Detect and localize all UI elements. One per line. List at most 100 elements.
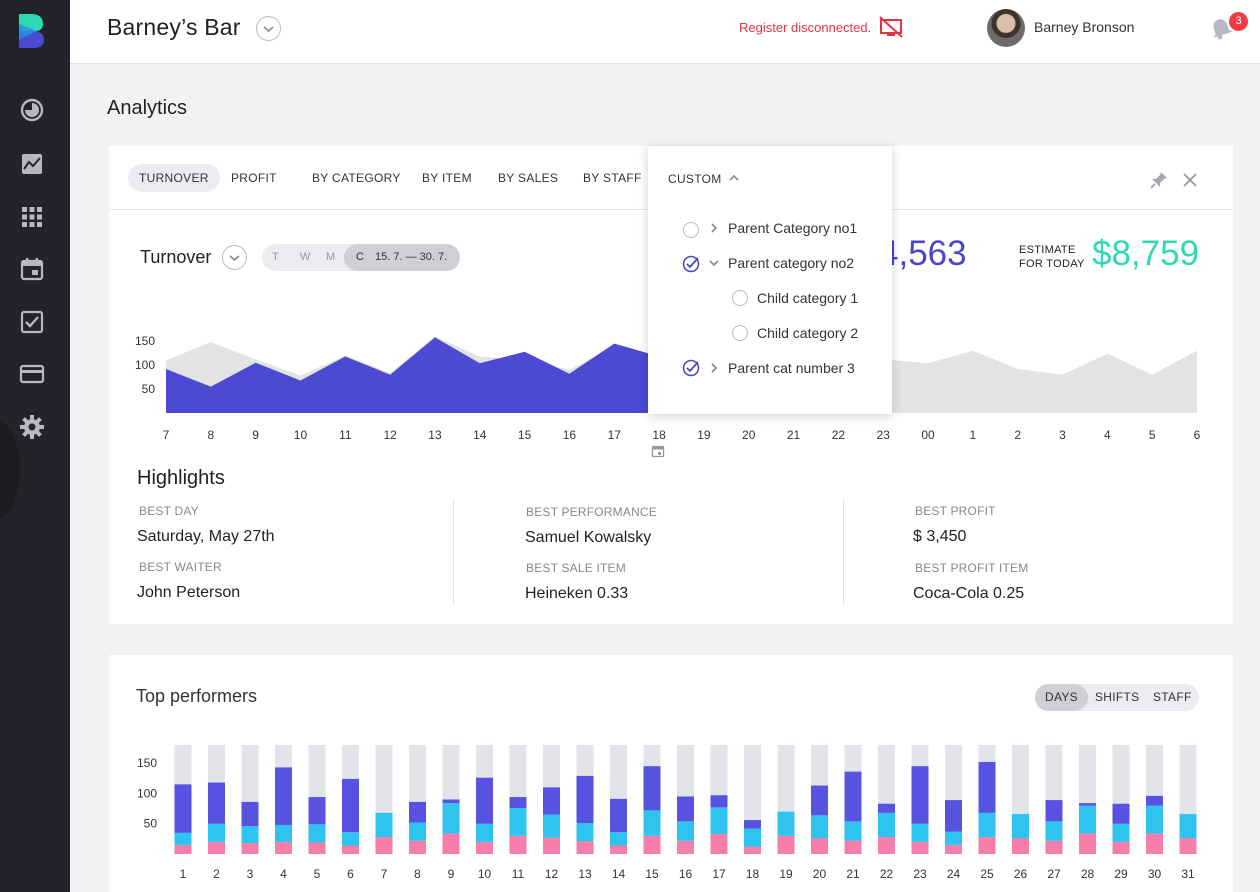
segment-staff[interactable]: STAFF — [1153, 690, 1192, 704]
bar-segment[interactable] — [576, 775, 594, 824]
bar-segment[interactable] — [174, 832, 192, 845]
bar-segment[interactable] — [744, 846, 761, 854]
user-avatar[interactable] — [987, 9, 1025, 47]
bar-segment[interactable] — [878, 803, 895, 813]
bar-segment[interactable] — [978, 837, 996, 854]
bar-segment[interactable] — [1146, 805, 1163, 834]
bar-segment[interactable] — [208, 823, 225, 842]
period-today[interactable]: T — [272, 251, 279, 263]
bar-segment[interactable] — [811, 785, 828, 816]
bar-segment[interactable] — [811, 815, 828, 839]
tab-custom[interactable]: CUSTOM — [668, 172, 740, 186]
bar-segment[interactable] — [710, 807, 728, 835]
notification-bell-icon[interactable] — [1210, 16, 1232, 40]
bar-segment[interactable] — [1112, 803, 1130, 824]
bar-segment[interactable] — [442, 833, 460, 854]
bar-segment[interactable] — [945, 844, 962, 854]
bar-segment[interactable] — [409, 822, 426, 841]
tab-by-sales[interactable]: BY SALES — [498, 171, 559, 185]
bar-segment[interactable] — [174, 784, 192, 833]
bar-segment[interactable] — [878, 837, 895, 854]
bar-segment[interactable] — [509, 807, 527, 836]
period-custom-range[interactable]: C 15. 7. — 30. 7. — [344, 244, 460, 271]
bar-segment[interactable] — [744, 820, 761, 829]
bar-segment[interactable] — [241, 826, 259, 844]
bar-segment[interactable] — [744, 828, 761, 847]
bar-segment[interactable] — [844, 840, 862, 854]
bar-segment[interactable] — [844, 771, 862, 822]
bar-segment[interactable] — [1012, 814, 1029, 839]
bar-segment[interactable] — [677, 840, 694, 854]
bar-segment[interactable] — [509, 797, 527, 808]
bar-segment[interactable] — [643, 810, 661, 836]
tab-profit[interactable]: PROFIT — [231, 171, 277, 185]
bar-segment[interactable] — [777, 811, 795, 836]
bar-segment[interactable] — [442, 803, 460, 834]
bar-segment[interactable] — [677, 796, 694, 822]
bar-segment[interactable] — [878, 812, 895, 838]
option-parent-cat-3[interactable]: Parent cat number 3 — [728, 360, 855, 376]
bar-segment[interactable] — [1179, 814, 1197, 839]
period-week[interactable]: W — [300, 251, 311, 263]
bar-segment[interactable] — [308, 842, 326, 854]
bar-segment[interactable] — [442, 799, 460, 804]
bar-segment[interactable] — [576, 841, 594, 854]
period-month[interactable]: M — [326, 251, 336, 263]
bar-segment[interactable] — [543, 837, 560, 854]
grid-icon[interactable] — [19, 204, 45, 230]
bar-segment[interactable] — [710, 834, 728, 854]
card-icon[interactable] — [19, 361, 45, 387]
bar-segment[interactable] — [543, 787, 560, 815]
bar-segment[interactable] — [1045, 840, 1063, 854]
bar-segment[interactable] — [911, 766, 929, 824]
option-child-category-2[interactable]: Child category 2 — [757, 325, 859, 341]
chevron-right-icon[interactable] — [708, 222, 720, 234]
bar-segment[interactable] — [1045, 800, 1063, 822]
calendar-small-icon[interactable] — [651, 444, 665, 458]
checked-circle-icon[interactable] — [682, 255, 700, 273]
bar-segment[interactable] — [174, 844, 192, 854]
bar-segment[interactable] — [208, 841, 225, 854]
tab-by-category[interactable]: BY CATEGORY — [312, 171, 401, 185]
chevron-down-icon[interactable] — [708, 257, 720, 269]
bar-segment[interactable] — [1079, 805, 1096, 834]
bar-segment[interactable] — [677, 821, 694, 841]
dashboard-icon[interactable] — [19, 97, 45, 123]
bar-segment[interactable] — [610, 832, 627, 846]
bar-segment[interactable] — [610, 845, 627, 854]
bar-segment[interactable] — [275, 824, 292, 842]
option-radio[interactable] — [732, 290, 748, 306]
segment-days[interactable]: DAYS — [1035, 684, 1088, 711]
bar-segment[interactable] — [476, 777, 493, 824]
bar-segment[interactable] — [342, 845, 359, 854]
pin-icon[interactable] — [1149, 170, 1169, 190]
bar-segment[interactable] — [409, 801, 426, 823]
user-name[interactable]: Barney Bronson — [1034, 19, 1135, 35]
brand-logo-icon[interactable] — [17, 12, 45, 50]
checked-circle-icon[interactable] — [682, 359, 700, 377]
checklist-icon[interactable] — [19, 309, 45, 335]
turnover-dropdown-button[interactable] — [222, 245, 247, 270]
bar-segment[interactable] — [375, 837, 393, 854]
tab-turnover[interactable]: TURNOVER — [128, 164, 220, 192]
bar-segment[interactable] — [342, 832, 359, 846]
bar-segment[interactable] — [208, 782, 225, 824]
tab-by-staff[interactable]: BY STAFF — [583, 171, 642, 185]
bar-segment[interactable] — [811, 838, 828, 854]
bar-segment[interactable] — [1179, 838, 1197, 854]
bar-segment[interactable] — [576, 823, 594, 842]
bar-segment[interactable] — [945, 831, 962, 845]
bar-segment[interactable] — [342, 778, 359, 833]
bar-segment[interactable] — [275, 841, 292, 854]
tab-by-item[interactable]: BY ITEM — [422, 171, 472, 185]
bar-segment[interactable] — [1079, 833, 1096, 854]
bar-segment[interactable] — [476, 841, 493, 854]
option-parent-category-1[interactable]: Parent Category no1 — [728, 220, 858, 236]
bar-segment[interactable] — [308, 824, 326, 843]
bar-segment[interactable] — [911, 841, 929, 854]
bar-segment[interactable] — [610, 798, 627, 833]
bar-segment[interactable] — [241, 801, 259, 827]
bar-segment[interactable] — [643, 766, 661, 811]
venue-dropdown-button[interactable] — [256, 16, 281, 41]
bar-segment[interactable] — [844, 821, 862, 841]
